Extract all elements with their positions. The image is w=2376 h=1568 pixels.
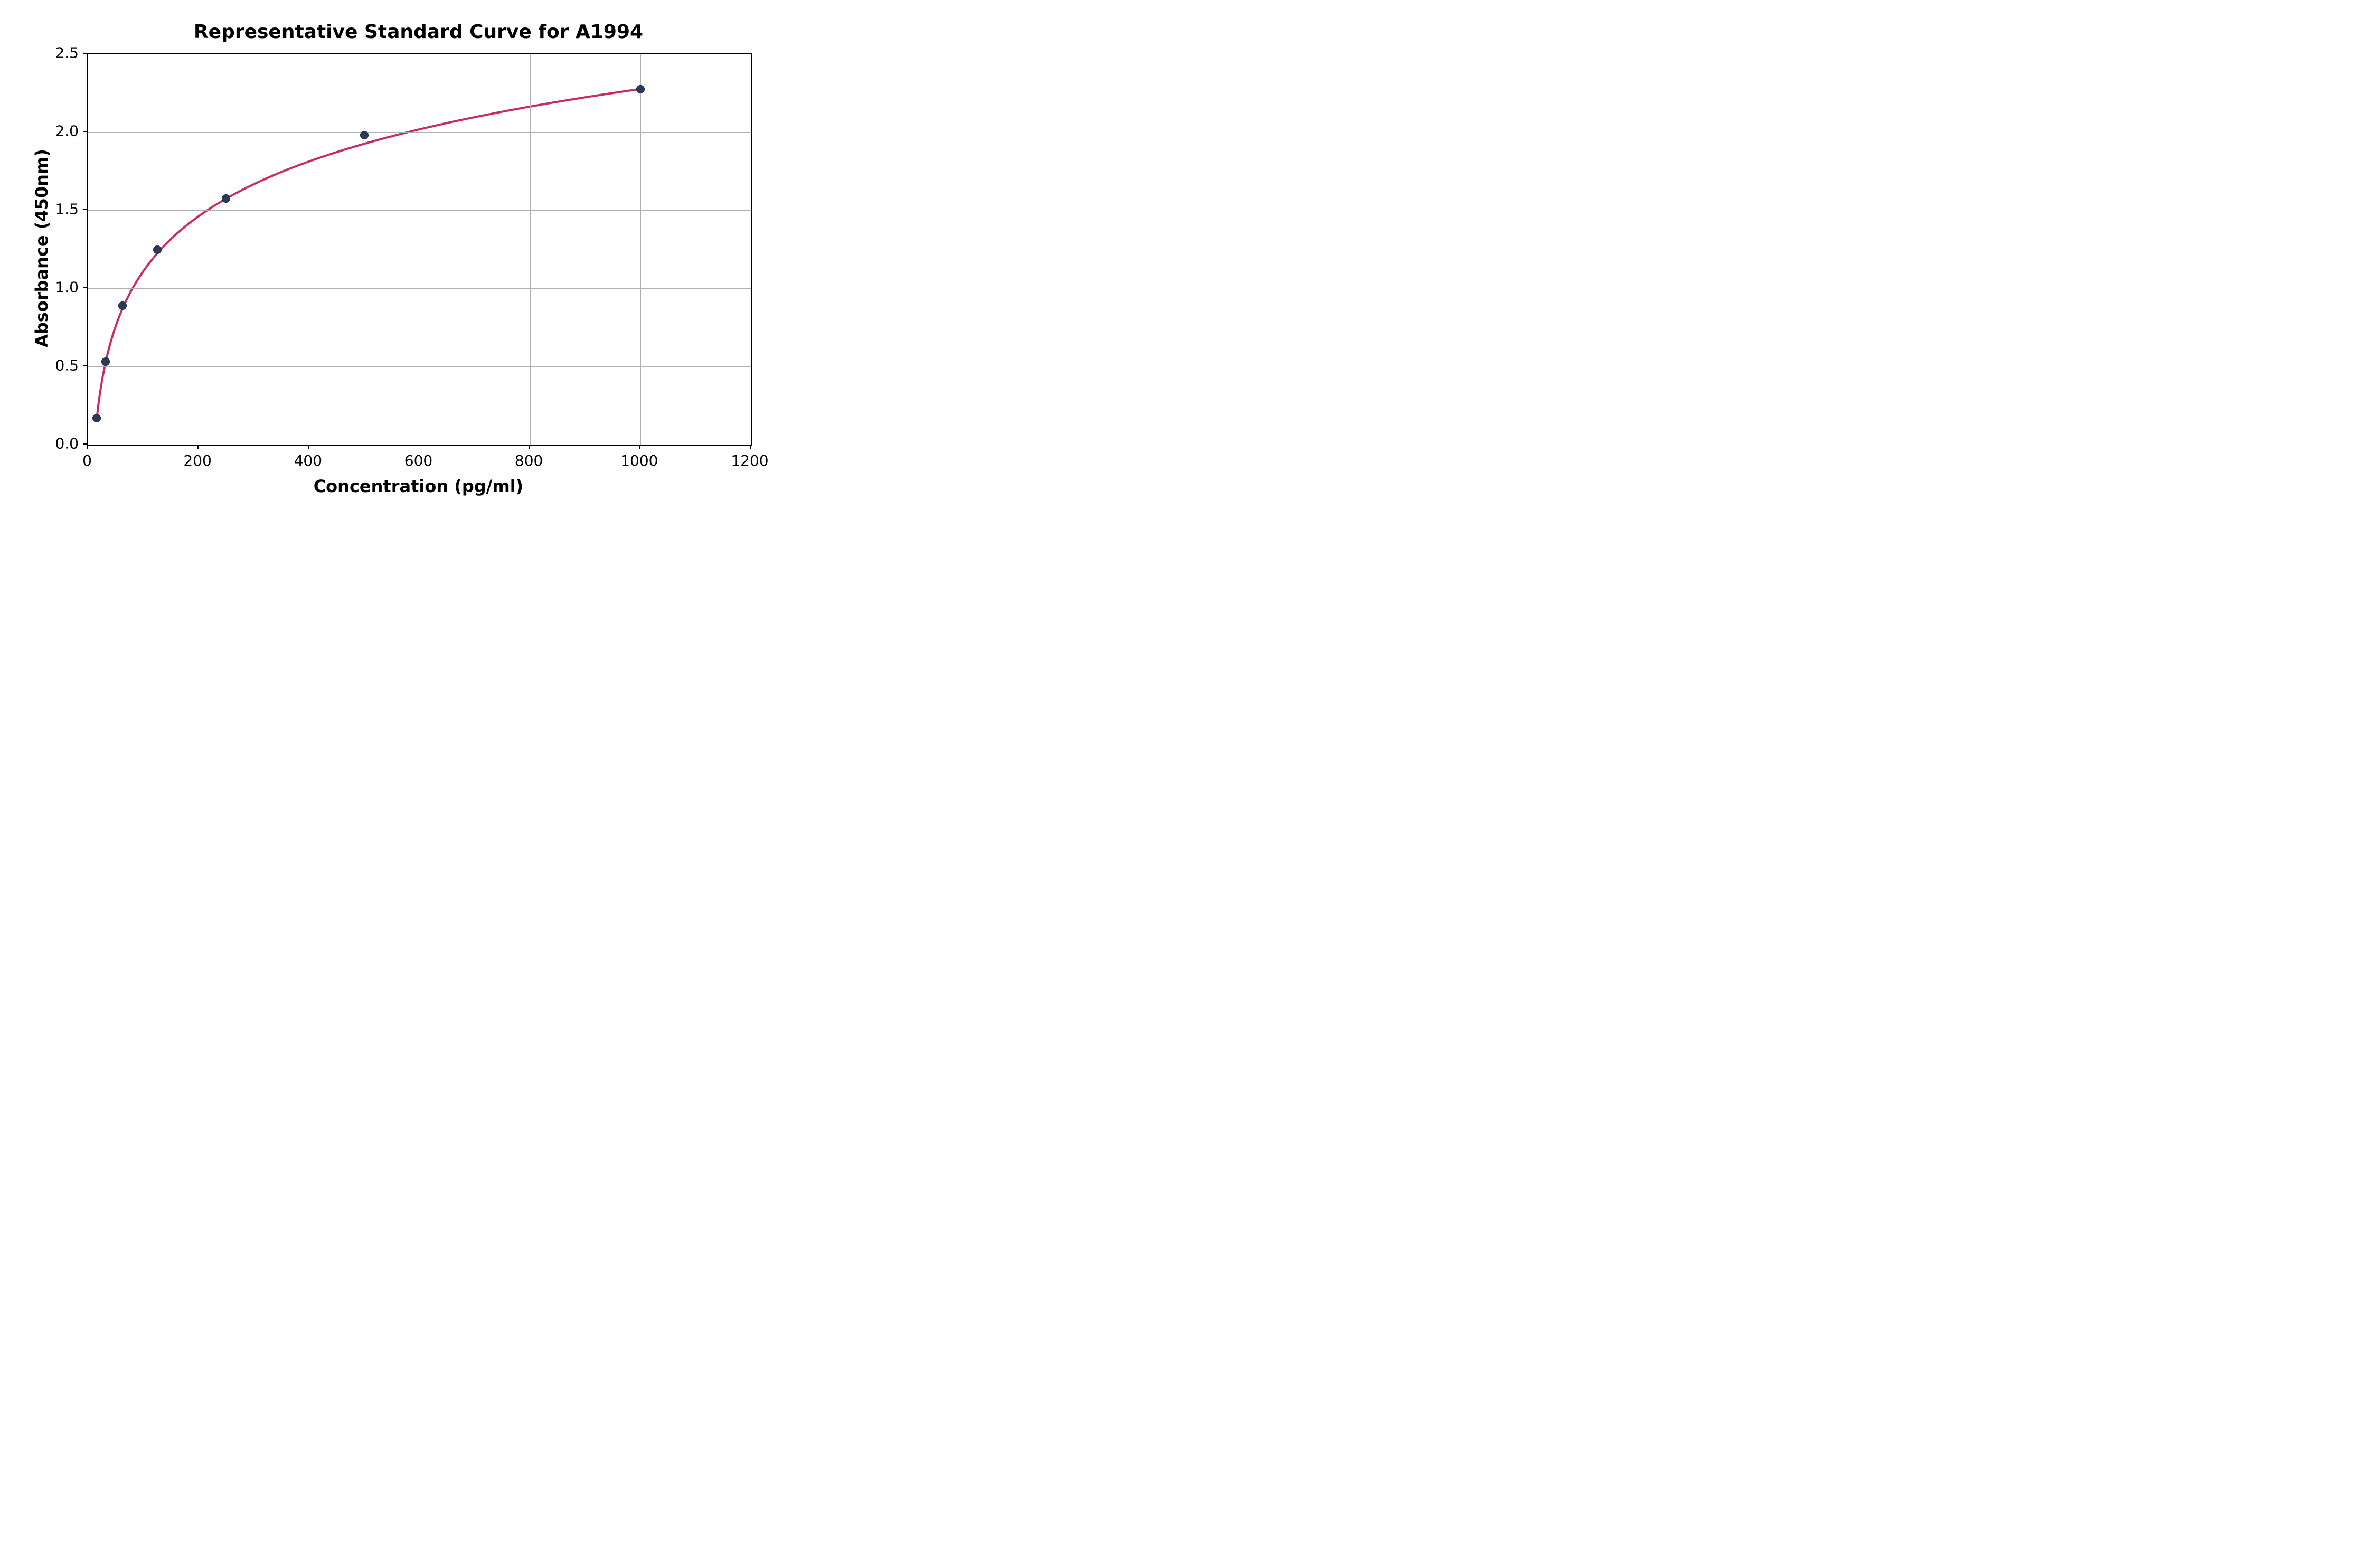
x-axis-label: Concentration (pg/ml) (314, 476, 524, 496)
x-tick (419, 445, 420, 449)
gridline-horizontal (88, 132, 751, 133)
x-tick (197, 445, 199, 449)
y-tick-label: 2.0 (55, 122, 79, 140)
y-axis-label: Absorbance (450nm) (32, 149, 52, 347)
gridline-horizontal (88, 288, 751, 289)
y-tick-label: 0.5 (55, 357, 79, 374)
x-tick-label: 1000 (620, 452, 658, 469)
x-tick-label: 600 (404, 452, 432, 469)
x-tick-label: 200 (183, 452, 211, 469)
y-tick-label: 1.0 (55, 279, 79, 296)
y-tick (83, 131, 87, 132)
data-point (118, 301, 127, 310)
y-tick (83, 209, 87, 210)
data-point (101, 357, 110, 366)
data-point (153, 245, 162, 254)
data-point (222, 194, 230, 203)
x-tick-label: 400 (294, 452, 322, 469)
fitted-curve (97, 89, 643, 421)
data-point (360, 131, 369, 139)
y-tick-label: 1.5 (55, 201, 79, 218)
chart-title: Representative Standard Curve for A1994 (194, 21, 643, 43)
x-tick-label: 800 (515, 452, 543, 469)
gridline-vertical (530, 54, 531, 445)
data-point (92, 414, 101, 422)
y-tick-label: 0.0 (55, 435, 79, 452)
y-tick (83, 287, 87, 288)
gridline-vertical (640, 54, 641, 445)
y-tick-label: 2.5 (55, 44, 79, 62)
y-tick (83, 53, 87, 54)
x-tick (308, 445, 309, 449)
y-tick (83, 365, 87, 366)
x-tick-label: 1200 (731, 452, 768, 469)
x-tick (529, 445, 530, 449)
gridline-horizontal (88, 210, 751, 211)
figure: Representative Standard Curve for A1994 … (0, 0, 792, 523)
x-tick (87, 445, 88, 449)
gridline-horizontal (88, 366, 751, 367)
data-point (636, 85, 645, 93)
plot-area (87, 53, 752, 446)
x-tick (750, 445, 751, 449)
x-tick (639, 445, 640, 449)
y-tick (83, 443, 87, 445)
x-tick-label: 0 (82, 452, 92, 469)
